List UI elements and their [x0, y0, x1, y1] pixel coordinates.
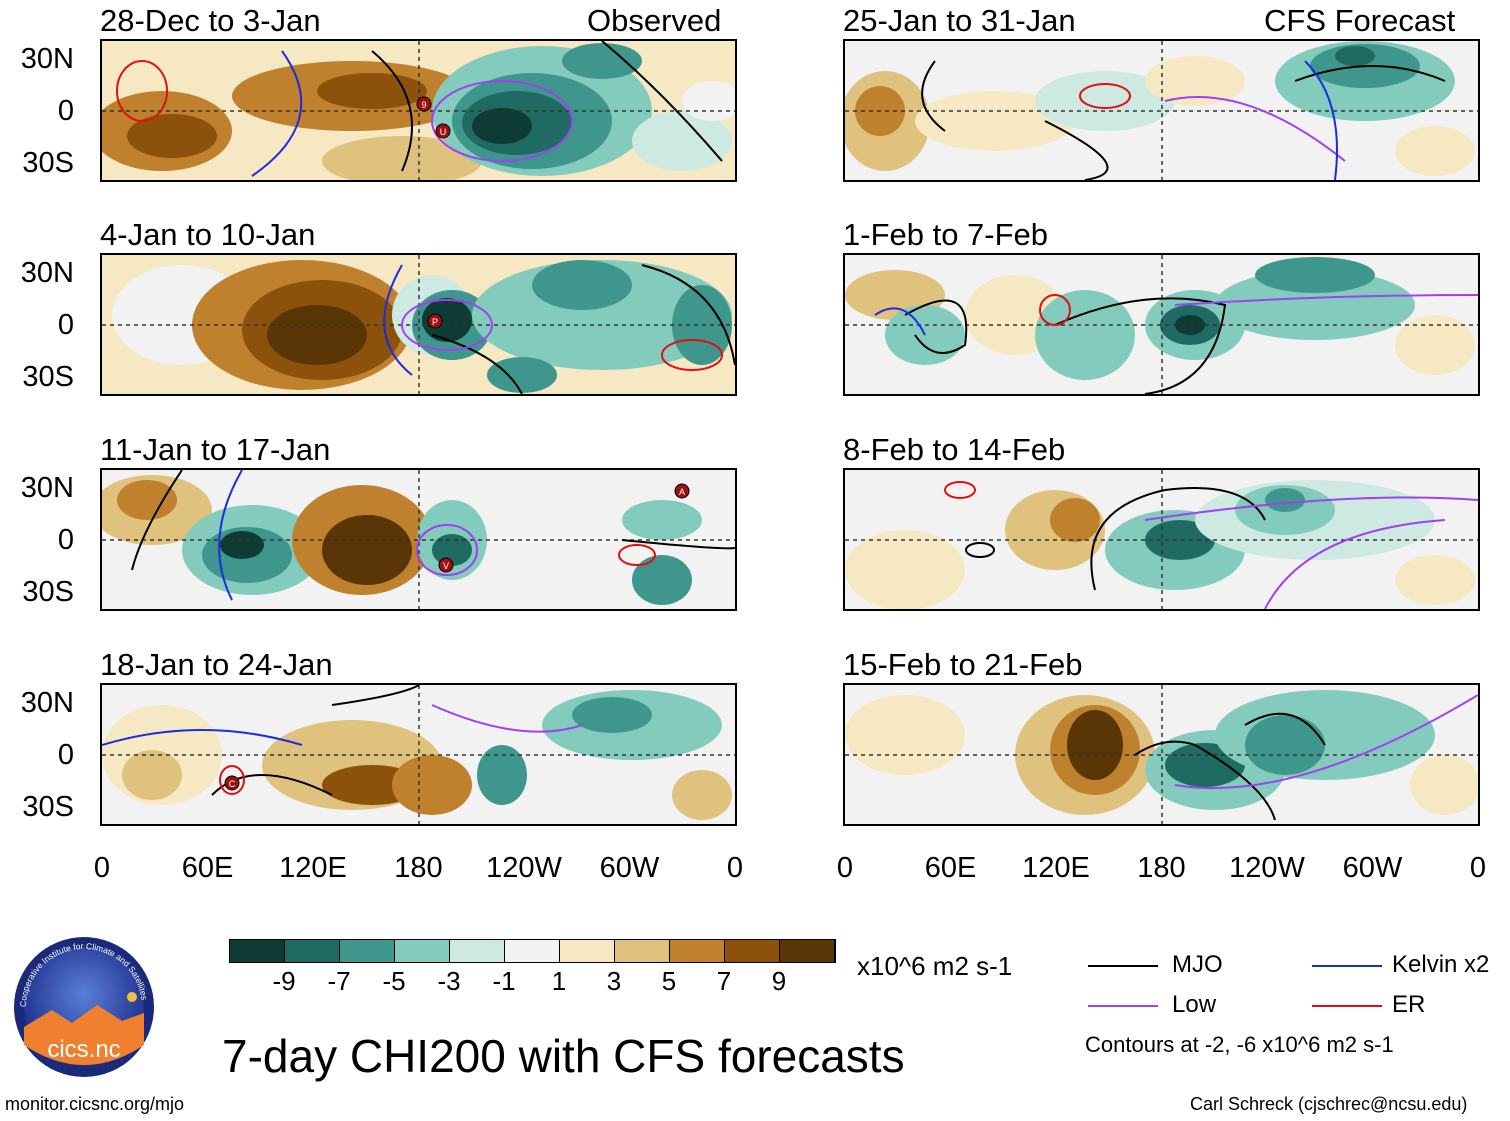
x-tick-label: 0 — [726, 852, 744, 884]
colorbar-swatch — [780, 940, 835, 962]
y-tick-label: 0 — [57, 95, 74, 127]
colorbar-swatch — [615, 940, 670, 962]
x-tick-label: 60W — [599, 852, 660, 884]
logo-text: cics.nc — [47, 1036, 120, 1063]
colorbar-swatch — [505, 940, 560, 962]
contours-note: Contours at -2, -6 x10^6 m2 s-1 — [1085, 1032, 1394, 1057]
panel-title-right-1: 25-Jan to 31-Jan — [843, 3, 1076, 38]
y-tick-label: 30N — [20, 687, 74, 719]
y-tick-label: 0 — [57, 524, 74, 556]
x-tick-label: 120W — [1229, 852, 1305, 884]
cics-logo: Cooperative Institute for Climate and Sa… — [12, 935, 156, 1079]
x-tick-label: 0 — [836, 852, 854, 884]
map-panel-forecast-4 — [843, 683, 1480, 826]
y-tick-label: 30S — [22, 576, 74, 608]
storm-marker-p: P — [432, 317, 438, 327]
colorbar-swatch — [670, 940, 725, 962]
storm-marker-u: U — [440, 127, 447, 137]
map-panel-observed-3: V A — [100, 468, 737, 611]
panel-title-right-2: 1-Feb to 7-Feb — [843, 217, 1049, 252]
panel-title-left-1: 28-Dec to 3-Jan — [100, 3, 321, 38]
x-tick-label: 60W — [1342, 852, 1403, 884]
colorbar-label: -7 — [327, 966, 351, 996]
map-panel-forecast-2 — [843, 253, 1480, 396]
panel-title-right-4: 15-Feb to 21-Feb — [843, 647, 1083, 682]
colorbar-swatch — [340, 940, 395, 962]
colorbar-label: -5 — [382, 966, 406, 996]
colorbar-label: -1 — [492, 966, 516, 996]
storm-marker-c: C — [229, 779, 236, 789]
panel-title-left-2: 4-Jan to 10-Jan — [100, 217, 316, 252]
colorbar-label: 5 — [661, 966, 677, 996]
y-tick-label: 30S — [22, 361, 74, 393]
legend-kelvin-label: Kelvin x2 — [1392, 951, 1490, 978]
x-tick-label: 120W — [486, 852, 562, 884]
colorbar-units: x10^6 m2 s-1 — [857, 951, 1013, 981]
colorbar-label: -9 — [272, 966, 296, 996]
x-tick-label: 120E — [279, 852, 347, 884]
legend-er-line — [1312, 1005, 1382, 1007]
colorbar-swatch — [450, 940, 505, 962]
map-panel-observed-4: C — [100, 683, 737, 826]
map-panel-forecast-1 — [843, 39, 1480, 182]
map-panel-forecast-3 — [843, 468, 1480, 611]
panel-title-left-4: 18-Jan to 24-Jan — [100, 647, 333, 682]
legend-low-label: Low — [1172, 991, 1217, 1018]
panel-title-right-3: 8-Feb to 14-Feb — [843, 432, 1066, 467]
colorbar-swatch — [230, 940, 285, 962]
y-tick-label: 30N — [20, 257, 74, 289]
storm-marker-v: V — [443, 561, 449, 571]
x-tick-label: 0 — [1469, 852, 1487, 884]
y-tick-label: 30S — [22, 791, 74, 823]
y-tick-label: 30S — [22, 147, 74, 179]
colorbar-label: 3 — [606, 966, 622, 996]
x-tick-label: 60E — [181, 852, 234, 884]
x-tick-label: 60E — [924, 852, 977, 884]
storm-marker-a: A — [679, 487, 685, 497]
colorbar-label: 7 — [716, 966, 732, 996]
x-tick-label: 180 — [394, 852, 443, 884]
legend-mjo-label: MJO — [1172, 951, 1223, 978]
colorbar-swatch — [285, 940, 340, 962]
observed-label: Observed — [587, 3, 722, 38]
colorbar-swatch — [395, 940, 450, 962]
y-tick-label: 0 — [57, 309, 74, 341]
x-tick-label: 180 — [1137, 852, 1186, 884]
cfs-forecast-label: CFS Forecast — [1264, 3, 1456, 38]
colorbar-swatch — [560, 940, 615, 962]
legend-low-line — [1088, 1005, 1158, 1007]
colorbar-label: 9 — [771, 966, 787, 996]
colorbar-label: -3 — [437, 966, 461, 996]
map-panel-observed-1: 9 U — [100, 39, 737, 182]
panel-title-left-3: 11-Jan to 17-Jan — [100, 432, 331, 467]
credit-text: Carl Schreck (cjschrec@ncsu.edu) — [1190, 1094, 1468, 1114]
colorbar — [229, 939, 836, 963]
legend-mjo-line — [1088, 965, 1158, 967]
colorbar-label: 1 — [551, 966, 567, 996]
storm-marker-9: 9 — [421, 100, 426, 110]
legend-er-label: ER — [1392, 991, 1426, 1018]
legend-kelvin-line — [1312, 965, 1382, 967]
figure-title: 7-day CHI200 with CFS forecasts — [222, 1030, 905, 1082]
map-panel-observed-2: P — [100, 253, 737, 396]
source-url: monitor.cicsnc.org/mjo — [5, 1094, 185, 1114]
y-tick-label: 30N — [20, 43, 74, 75]
y-tick-label: 30N — [20, 472, 74, 504]
x-tick-label: 120E — [1022, 852, 1090, 884]
y-tick-label: 0 — [57, 739, 74, 771]
x-tick-label: 0 — [93, 852, 111, 884]
colorbar-swatch — [725, 940, 780, 962]
